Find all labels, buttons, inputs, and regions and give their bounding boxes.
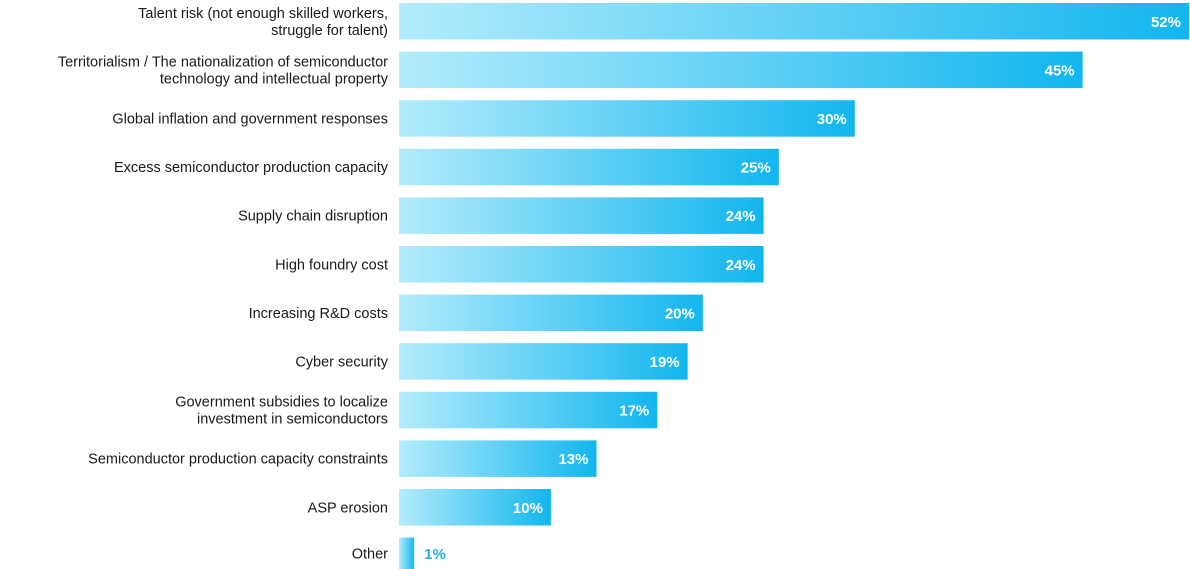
value-label-10: 13%: [558, 451, 588, 468]
value-label-6: 24%: [726, 257, 756, 274]
value-label-12: 1%: [424, 546, 446, 563]
category-label-10: Semiconductor production capacity constr…: [88, 452, 388, 468]
category-label-9: Government subsidies to localize investme…: [175, 395, 388, 428]
bar-6: [399, 246, 764, 283]
category-label-6: High foundry cost: [275, 257, 388, 273]
bar-9: [399, 391, 658, 429]
category-label-12: Other: [352, 547, 388, 563]
value-label-7: 20%: [665, 305, 695, 322]
category-label-11: ASP erosion: [308, 500, 388, 516]
value-label-8: 19%: [650, 354, 680, 371]
bar-3: [399, 100, 855, 137]
category-label-1: Talent risk (not enough skilled workers,…: [138, 6, 388, 39]
value-labels-group: 52% 45% 30% 25% 24% 24% 20% 19% 17% 13% 10% 1%: [424, 14, 1181, 563]
category-label-7: Increasing R&D costs: [249, 306, 388, 322]
bar-7: [399, 294, 703, 332]
bar-5: [399, 197, 764, 234]
value-label-11: 10%: [513, 500, 543, 517]
value-label-9: 17%: [619, 403, 649, 420]
category-label-5: Supply chain disruption: [238, 209, 388, 225]
value-label-3: 30%: [817, 111, 847, 128]
value-label-2: 45%: [1045, 62, 1075, 79]
value-label-5: 24%: [726, 208, 756, 225]
bar-4: [399, 148, 779, 186]
bar-2: [399, 51, 1083, 89]
category-label-3: Global inflation and government response…: [112, 111, 388, 127]
bars-group: [399, 3, 1189, 569]
bar-8: [399, 343, 688, 380]
bar-12: [399, 537, 415, 569]
category-labels-group: Talent risk (not enough skilled workers,…: [58, 6, 389, 563]
value-label-1: 52%: [1151, 14, 1181, 31]
category-label-8: Cyber security: [295, 354, 388, 370]
category-label-2: Territorialism / The nationalization of …: [58, 54, 389, 87]
bar-10: [399, 440, 597, 477]
value-label-4: 25%: [741, 160, 771, 177]
bar-1: [399, 3, 1189, 40]
bar-11: [399, 489, 551, 526]
category-label-4: Excess semiconductor production capacity: [114, 160, 389, 176]
